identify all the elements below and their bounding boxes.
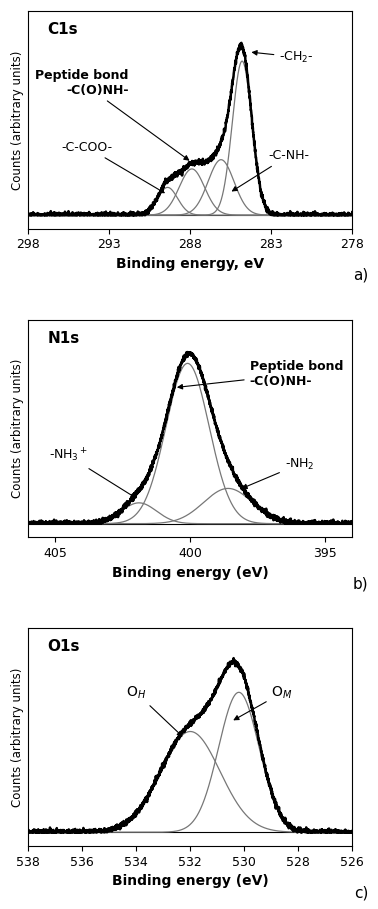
Text: -C-NH-: -C-NH- [232, 149, 309, 191]
X-axis label: Binding energy, eV: Binding energy, eV [116, 257, 264, 271]
Text: -C-COO-: -C-COO- [61, 141, 164, 193]
X-axis label: Binding energy (eV): Binding energy (eV) [112, 874, 269, 888]
Text: N1s: N1s [48, 331, 80, 345]
Y-axis label: Counts (arbitrary units): Counts (arbitrary units) [11, 50, 24, 190]
Text: O$_H$: O$_H$ [126, 684, 182, 736]
Text: -NH$_2$: -NH$_2$ [243, 456, 314, 488]
Text: -NH$_3$$^+$: -NH$_3$$^+$ [49, 447, 136, 498]
Text: O$_M$: O$_M$ [234, 684, 293, 720]
Text: -CH$_2$-: -CH$_2$- [253, 49, 314, 65]
Y-axis label: Counts (arbitrary units): Counts (arbitrary units) [11, 667, 24, 806]
X-axis label: Binding energy (eV): Binding energy (eV) [112, 565, 269, 580]
Text: C1s: C1s [48, 22, 78, 37]
Text: Peptide bond
-C(O)NH-: Peptide bond -C(O)NH- [178, 360, 343, 389]
Y-axis label: Counts (arbitrary units): Counts (arbitrary units) [11, 359, 24, 498]
Text: Peptide bond
-C(O)NH-: Peptide bond -C(O)NH- [35, 68, 189, 160]
Text: b): b) [353, 576, 369, 592]
Text: a): a) [353, 268, 369, 283]
Text: c): c) [354, 885, 369, 900]
Text: O1s: O1s [48, 639, 80, 654]
